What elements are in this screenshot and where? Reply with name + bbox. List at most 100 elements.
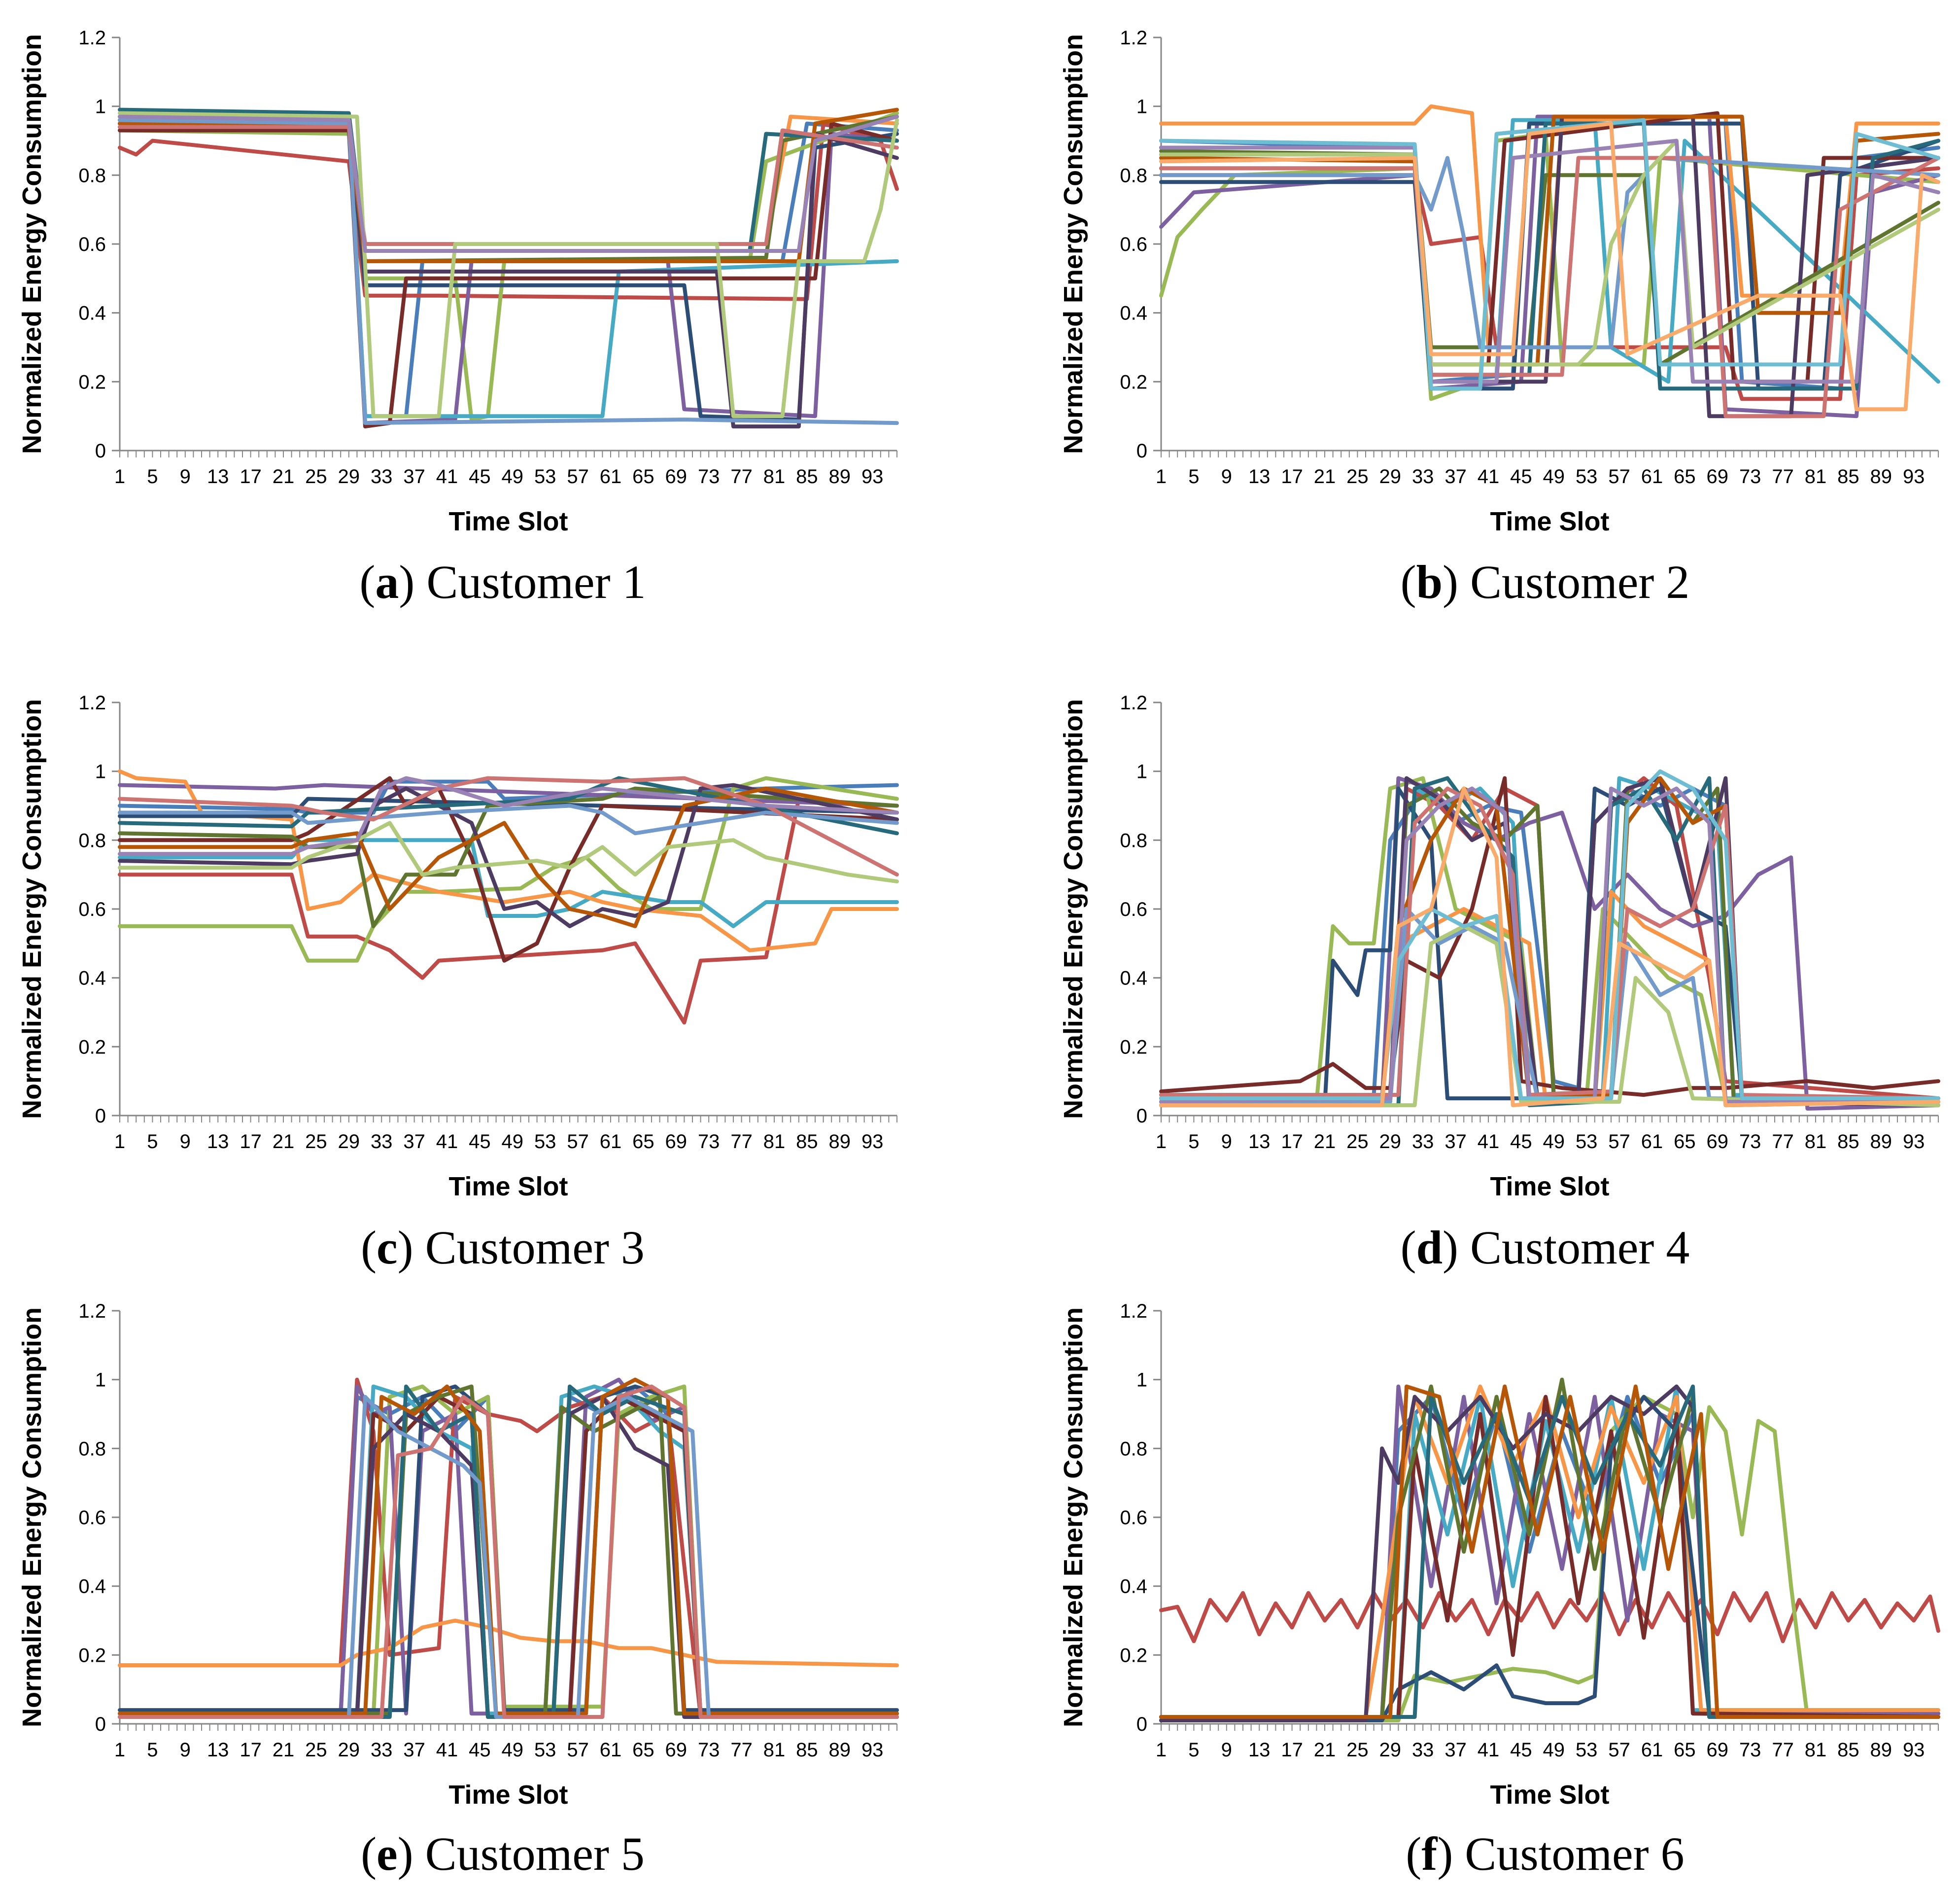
x-tick-label: 69 xyxy=(1707,1739,1729,1761)
series-line-16 xyxy=(118,114,899,253)
series-line-7 xyxy=(1159,786,1940,1108)
x-tick-label: 41 xyxy=(436,1131,458,1153)
x-tick-label: 81 xyxy=(763,1131,786,1153)
y-tick-label: 0.4 xyxy=(1120,303,1147,324)
y-tick-label: 0.8 xyxy=(78,1438,106,1460)
x-tick-label: 49 xyxy=(502,1131,524,1153)
x-tick-label: 53 xyxy=(534,466,556,488)
series-line-3 xyxy=(118,1384,899,1719)
chart-panel-a: 00.20.40.60.811.21 5 9 13 17 21 25 29 33 37 41 45 49… xyxy=(17,27,899,536)
series-line-9 xyxy=(1159,776,1940,1104)
x-tick-label: 21 xyxy=(273,466,295,488)
x-axis-title: Time Slot xyxy=(448,1172,568,1201)
caption-a: (a) Customer 1 xyxy=(359,556,646,608)
x-tick-label: 9 xyxy=(180,1739,191,1761)
x-tick-label: 17 xyxy=(240,1739,262,1761)
series-line-15 xyxy=(1159,924,1940,1108)
x-tick-label: 85 xyxy=(1837,1131,1859,1153)
chart-panel-d: 00.20.40.60.811.21 5 9 13 17 21 25 29 33 37 41 45 49… xyxy=(1059,692,1940,1201)
y-tick-label: 1.2 xyxy=(1120,1300,1147,1322)
x-tick-label: 5 xyxy=(1188,1131,1199,1153)
chart-panel-c: 00.20.40.60.811.21 5 9 13 17 21 25 29 33 37 41 45 49… xyxy=(17,692,899,1201)
series-line-16 xyxy=(118,776,899,856)
series-line-14 xyxy=(118,1384,899,1719)
series-line-12 xyxy=(1159,1384,1940,1719)
x-tick-label: 5 xyxy=(147,466,158,488)
series-line-14 xyxy=(118,776,899,877)
x-tick-label: 61 xyxy=(600,466,622,488)
x-tick-label: 13 xyxy=(1248,1739,1271,1761)
x-tick-label: 77 xyxy=(1772,1739,1794,1761)
x-tick-label: 45 xyxy=(469,1131,491,1153)
x-tick-label: 17 xyxy=(1281,1739,1303,1761)
x-tick-label: 37 xyxy=(403,1739,425,1761)
x-tick-label: 77 xyxy=(730,466,753,488)
x-tick-label: 73 xyxy=(698,466,720,488)
x-tick-label: 89 xyxy=(1870,1131,1892,1153)
caption-f: (f) Customer 6 xyxy=(1406,1827,1685,1880)
y-tick-label: 0.6 xyxy=(78,234,106,255)
y-tick-label: 0.2 xyxy=(1120,1036,1147,1058)
y-axis-title: Normalized Energy Consumption xyxy=(1059,699,1088,1119)
x-tick-label: 9 xyxy=(180,1131,191,1153)
x-tick-label: 49 xyxy=(1543,1739,1565,1761)
x-tick-label: 61 xyxy=(1641,1131,1663,1153)
x-tick-label: 73 xyxy=(698,1131,720,1153)
x-tick-label: 65 xyxy=(1674,466,1696,488)
x-tick-label: 45 xyxy=(469,466,491,488)
x-tick-label: 45 xyxy=(1510,466,1532,488)
x-tick-label: 65 xyxy=(632,1739,654,1761)
x-tick-label: 53 xyxy=(534,1739,556,1761)
x-tick-label: 85 xyxy=(796,1739,818,1761)
x-tick-label: 37 xyxy=(1444,466,1467,488)
x-tick-label: 57 xyxy=(567,1739,589,1761)
x-tick-label: 53 xyxy=(1576,1131,1598,1153)
series-line-13 xyxy=(118,118,899,425)
y-axis-title: Normalized Energy Consumption xyxy=(17,699,47,1119)
x-tick-label: 29 xyxy=(1379,1131,1402,1153)
x-tick-label: 29 xyxy=(338,466,360,488)
x-tick-label: 13 xyxy=(207,1131,229,1153)
y-tick-label: 1 xyxy=(95,96,106,118)
y-tick-label: 1 xyxy=(95,761,106,783)
series-line-9 xyxy=(1159,1377,1940,1719)
series-line-15 xyxy=(118,821,899,884)
x-tick-label: 81 xyxy=(1805,1739,1827,1761)
x-tick-label: 45 xyxy=(469,1739,491,1761)
y-tick-label: 0 xyxy=(95,1713,106,1735)
y-tick-label: 0.6 xyxy=(1120,1507,1147,1529)
x-tick-label: 37 xyxy=(403,466,425,488)
x-tick-label: 65 xyxy=(632,1131,654,1153)
y-tick-label: 1 xyxy=(1136,1369,1147,1391)
x-tick-label: 37 xyxy=(403,1131,425,1153)
x-tick-label: 29 xyxy=(1379,466,1402,488)
x-tick-label: 25 xyxy=(305,1739,327,1761)
x-tick-label: 13 xyxy=(1248,1131,1271,1153)
y-tick-label: 0.6 xyxy=(1120,899,1147,920)
series-line-8 xyxy=(1159,776,1940,1097)
x-tick-label: 1 xyxy=(1156,466,1167,488)
chart-panel-b: 00.20.40.60.811.21 5 9 13 17 21 25 29 33 37 41 45 49… xyxy=(1059,27,1940,536)
x-tick-label: 77 xyxy=(730,1739,753,1761)
x-tick-label: 5 xyxy=(1188,1739,1199,1761)
y-tick-label: 1 xyxy=(1136,761,1147,783)
y-tick-label: 0.2 xyxy=(78,1036,106,1058)
caption-b: (b) Customer 2 xyxy=(1400,556,1690,608)
x-tick-label: 69 xyxy=(665,1739,688,1761)
x-tick-label: 33 xyxy=(1412,466,1434,488)
caption-e: (e) Customer 5 xyxy=(361,1827,645,1880)
x-tick-label: 5 xyxy=(1188,466,1199,488)
x-tick-label: 57 xyxy=(1608,1131,1630,1153)
x-tick-label: 45 xyxy=(1510,1739,1532,1761)
y-tick-label: 1.2 xyxy=(78,27,106,49)
y-tick-label: 0.4 xyxy=(1120,1576,1147,1598)
x-tick-label: 69 xyxy=(665,466,688,488)
series-line-2 xyxy=(1159,1591,1940,1643)
x-axis-title: Time Slot xyxy=(1490,507,1609,536)
x-tick-label: 57 xyxy=(567,1131,589,1153)
series-line-3 xyxy=(1159,776,1940,1104)
x-tick-label: 57 xyxy=(567,466,589,488)
y-tick-label: 0.2 xyxy=(78,371,106,393)
series-line-18 xyxy=(1159,786,1940,1108)
x-tick-label: 49 xyxy=(502,1739,524,1761)
